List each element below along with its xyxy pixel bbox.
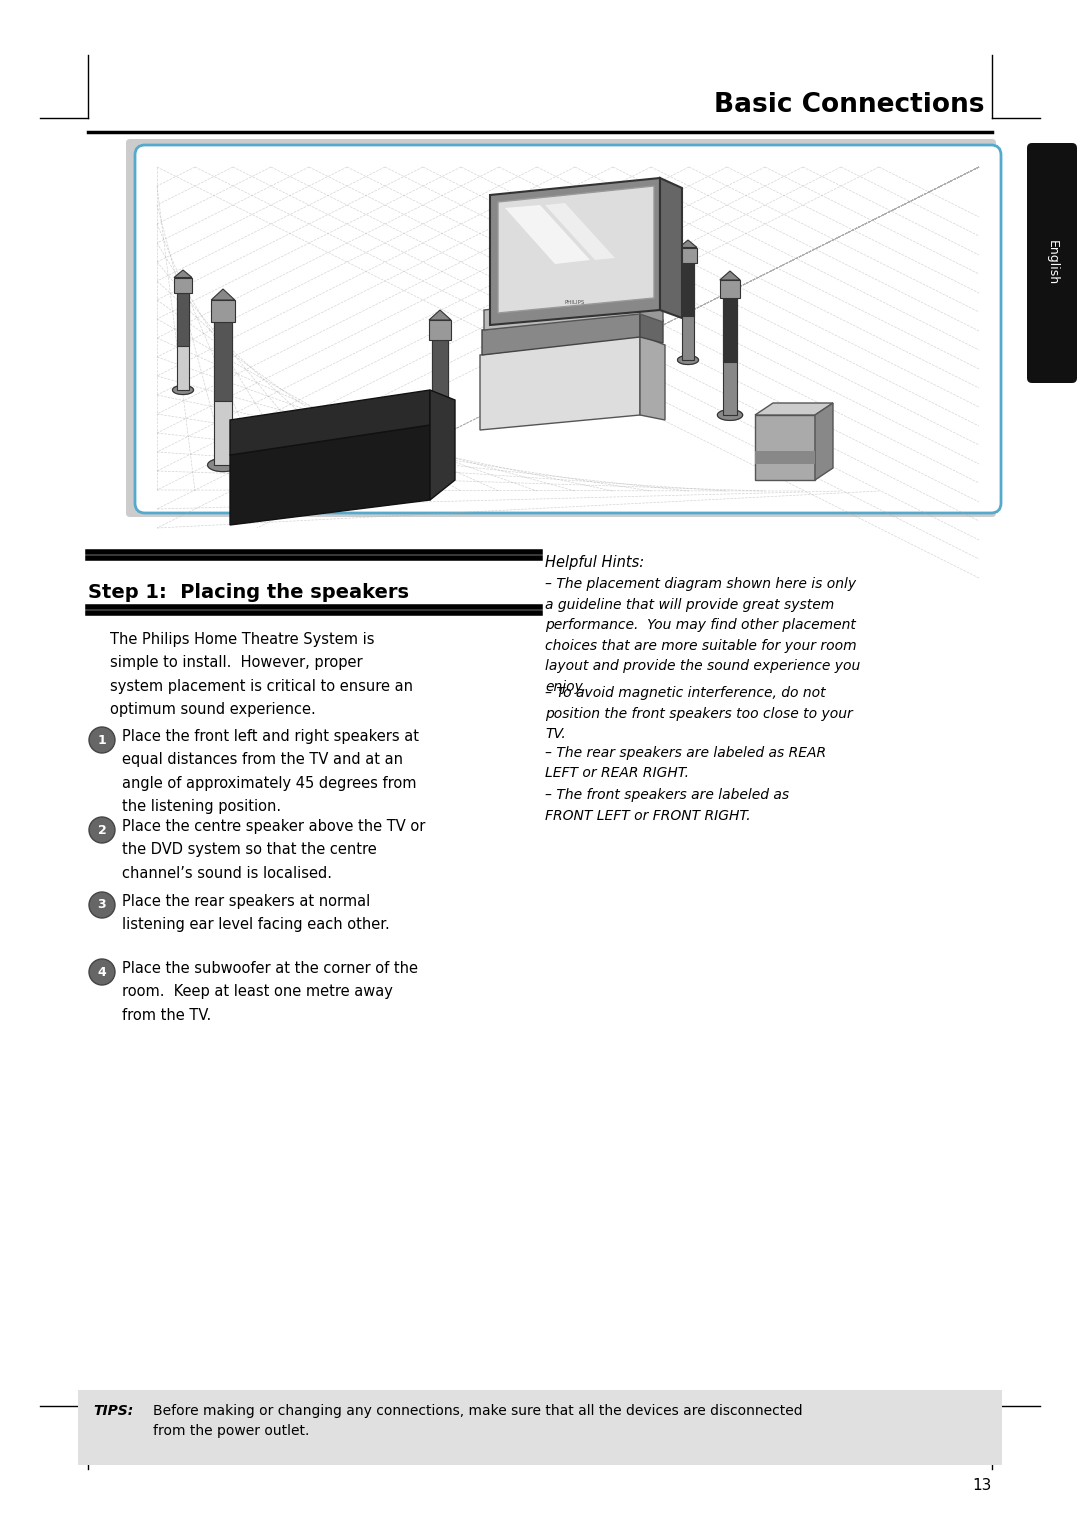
Polygon shape (660, 178, 681, 319)
Text: Before making or changing any connections, make sure that all the devices are di: Before making or changing any connection… (153, 1404, 802, 1439)
Text: – To avoid magnetic interference, do not
position the front speakers too close t: – To avoid magnetic interference, do not… (545, 686, 853, 741)
Polygon shape (681, 262, 694, 315)
Polygon shape (173, 386, 193, 395)
Text: Helpful Hints:: Helpful Hints: (545, 555, 644, 570)
Polygon shape (230, 390, 430, 456)
Circle shape (89, 959, 114, 985)
Polygon shape (174, 277, 192, 293)
Text: PHILIPS: PHILIPS (565, 300, 585, 305)
Polygon shape (430, 390, 455, 500)
Polygon shape (207, 459, 239, 471)
Polygon shape (432, 340, 448, 469)
Polygon shape (214, 322, 232, 401)
Polygon shape (717, 410, 743, 421)
Polygon shape (429, 309, 451, 320)
Polygon shape (214, 322, 232, 465)
Polygon shape (426, 463, 454, 475)
Polygon shape (719, 271, 740, 280)
Polygon shape (681, 262, 694, 360)
Text: – The placement diagram shown here is only
a guideline that will provide great s: – The placement diagram shown here is on… (545, 578, 861, 693)
Text: 13: 13 (973, 1478, 993, 1494)
Circle shape (89, 727, 114, 753)
Polygon shape (723, 299, 738, 415)
Polygon shape (677, 355, 699, 364)
Polygon shape (679, 239, 697, 247)
Text: Place the front left and right speakers at
equal distances from the TV and at an: Place the front left and right speakers … (122, 728, 419, 814)
Text: 1: 1 (97, 733, 106, 747)
Text: Place the subwoofer at the corner of the
room.  Keep at least one metre away
fro: Place the subwoofer at the corner of the… (122, 962, 418, 1023)
FancyBboxPatch shape (135, 145, 1001, 514)
FancyBboxPatch shape (78, 1390, 1002, 1465)
Polygon shape (482, 312, 640, 355)
Polygon shape (484, 293, 640, 331)
Text: Place the centre speaker above the TV or
the DVD system so that the centre
chann: Place the centre speaker above the TV or… (122, 818, 426, 881)
Polygon shape (498, 186, 654, 312)
FancyBboxPatch shape (126, 139, 996, 517)
Text: – The rear speakers are labeled as REAR
LEFT or REAR RIGHT.: – The rear speakers are labeled as REAR … (545, 745, 826, 780)
Polygon shape (230, 425, 430, 524)
Polygon shape (755, 415, 815, 480)
Polygon shape (545, 203, 615, 261)
Text: 4: 4 (97, 966, 106, 978)
Polygon shape (177, 293, 189, 346)
Polygon shape (432, 340, 448, 411)
Polygon shape (719, 280, 740, 299)
Polygon shape (174, 270, 192, 277)
Text: – The front speakers are labeled as
FRONT LEFT or FRONT RIGHT.: – The front speakers are labeled as FRON… (545, 788, 789, 823)
Polygon shape (723, 299, 738, 363)
Circle shape (89, 892, 114, 917)
Text: English: English (1045, 241, 1058, 285)
Polygon shape (755, 451, 815, 463)
Polygon shape (429, 320, 451, 340)
Polygon shape (505, 206, 590, 264)
Polygon shape (490, 178, 660, 325)
Text: Place the rear speakers at normal
listening ear level facing each other.: Place the rear speakers at normal listen… (122, 895, 390, 933)
Text: Step 1:  Placing the speakers: Step 1: Placing the speakers (87, 582, 409, 602)
Text: 2: 2 (97, 823, 106, 837)
Circle shape (89, 817, 114, 843)
Polygon shape (755, 402, 833, 415)
Text: The Philips Home Theatre System is
simple to install.  However, proper
system pl: The Philips Home Theatre System is simpl… (110, 632, 413, 718)
Text: 3: 3 (97, 899, 106, 911)
Polygon shape (212, 290, 234, 300)
Polygon shape (679, 247, 697, 262)
Polygon shape (640, 312, 663, 343)
Polygon shape (640, 293, 663, 322)
Polygon shape (640, 335, 665, 421)
Polygon shape (480, 335, 640, 430)
Text: TIPS:: TIPS: (93, 1404, 133, 1417)
Text: Basic Connections: Basic Connections (714, 91, 984, 117)
FancyBboxPatch shape (1027, 143, 1077, 383)
Polygon shape (212, 300, 234, 322)
Polygon shape (815, 402, 833, 480)
Polygon shape (177, 293, 189, 390)
